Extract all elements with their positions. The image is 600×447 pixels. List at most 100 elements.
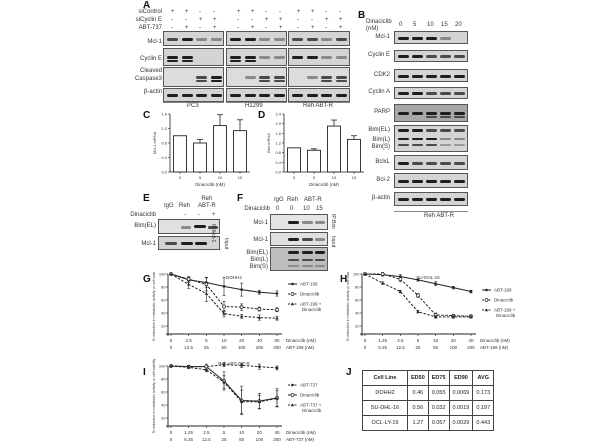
band bbox=[167, 38, 178, 41]
svg-text:15: 15 bbox=[238, 175, 243, 180]
svg-text:Dinaciclib: Dinaciclib bbox=[496, 313, 516, 318]
row-label-bim-el: Bim(EL) bbox=[134, 223, 156, 229]
panel-b-label: B bbox=[358, 10, 366, 21]
svg-text:2.5: 2.5 bbox=[203, 430, 210, 435]
svg-text:20: 20 bbox=[451, 338, 457, 343]
band bbox=[426, 144, 437, 146]
band bbox=[210, 38, 222, 41]
svg-text:ABT-737: ABT-737 bbox=[300, 383, 318, 388]
band bbox=[426, 116, 437, 118]
treatment-label: Dinaciclib bbox=[244, 206, 270, 212]
band bbox=[259, 76, 270, 79]
svg-text:2.5: 2.5 bbox=[397, 338, 404, 343]
svg-text:100: 100 bbox=[159, 272, 166, 277]
svg-text:Dinaciclib (nM): Dinaciclib (nM) bbox=[286, 338, 316, 343]
band bbox=[306, 38, 318, 41]
band bbox=[454, 75, 465, 78]
svg-text:10: 10 bbox=[433, 338, 439, 343]
band bbox=[273, 56, 285, 59]
condition-sign: + bbox=[297, 9, 301, 15]
svg-text:Mcl-1 mRNA: Mcl-1 mRNA bbox=[152, 131, 157, 154]
dose-label: 20 bbox=[455, 22, 462, 28]
band bbox=[440, 198, 451, 201]
blot-row bbox=[394, 50, 468, 62]
svg-text:10: 10 bbox=[239, 430, 245, 435]
treatment-value: - bbox=[184, 212, 186, 218]
condition-sign: - bbox=[213, 9, 215, 15]
condition-sign: + bbox=[279, 25, 283, 31]
condition-sign: - bbox=[237, 17, 239, 23]
header-ed90: ED90 bbox=[448, 370, 474, 386]
condition-sign: - bbox=[311, 17, 313, 23]
condition-sign: - bbox=[199, 9, 201, 15]
band bbox=[426, 75, 437, 78]
condition-sign: + bbox=[251, 9, 255, 15]
band bbox=[181, 94, 193, 97]
svg-text:40: 40 bbox=[274, 430, 280, 435]
svg-text:0: 0 bbox=[170, 430, 173, 435]
svg-text:100: 100 bbox=[238, 345, 246, 350]
band bbox=[244, 60, 256, 62]
cell-ed50: 1.27 bbox=[407, 415, 429, 431]
side-label-input: Input bbox=[223, 238, 229, 250]
svg-text:ABT-199 (nM): ABT-199 (nM) bbox=[480, 345, 509, 350]
cell-ed75: 0.055 bbox=[427, 385, 450, 401]
col-igg: IgG bbox=[274, 197, 284, 203]
svg-text:15: 15 bbox=[352, 175, 357, 180]
svg-text:0: 0 bbox=[170, 437, 173, 442]
cell-ed75: 0.057 bbox=[427, 415, 450, 431]
dose-label: 0 bbox=[399, 22, 403, 28]
band bbox=[196, 76, 207, 79]
panel-a-label: A bbox=[143, 0, 151, 11]
condition-sign: + bbox=[185, 9, 189, 15]
svg-text:0.8: 0.8 bbox=[161, 141, 167, 146]
treatment-value: 15 bbox=[316, 206, 323, 212]
blot-e-ip bbox=[158, 219, 220, 234]
group-label-reh-abtr: Reh ABT-R bbox=[303, 103, 334, 109]
row-label-cyclin-e: Cyclin E bbox=[139, 56, 162, 62]
svg-text:ABT-737 (nM): ABT-737 (nM) bbox=[286, 437, 315, 442]
row-label: Cyclin E bbox=[367, 52, 390, 58]
treatment-value: + bbox=[212, 212, 216, 218]
condition-sign: + bbox=[265, 17, 269, 23]
svg-text:25: 25 bbox=[415, 345, 421, 350]
band bbox=[230, 60, 241, 62]
svg-text:Dinaciclib (nM): Dinaciclib (nM) bbox=[195, 182, 225, 187]
band bbox=[321, 56, 332, 59]
cell-line: SU-DHL-16 bbox=[362, 400, 408, 416]
band bbox=[167, 56, 178, 59]
condition-sign: - bbox=[325, 9, 327, 15]
condition-sign: - bbox=[265, 25, 267, 31]
svg-text:50: 50 bbox=[433, 345, 439, 350]
treatment-label: Dinaciclib bbox=[130, 212, 156, 218]
condition-sign: + bbox=[171, 9, 175, 15]
blot-lane-group bbox=[226, 31, 287, 46]
svg-text:40: 40 bbox=[161, 403, 166, 408]
side-label-input: Input bbox=[330, 236, 336, 248]
band bbox=[454, 162, 465, 165]
row-label-mcl1: Mcl-1 bbox=[141, 241, 156, 247]
band bbox=[398, 37, 409, 40]
band bbox=[412, 129, 423, 132]
blot-f-input-mcl1 bbox=[270, 232, 328, 246]
condition-sign: + bbox=[213, 25, 217, 31]
band bbox=[321, 80, 332, 82]
band bbox=[426, 198, 437, 201]
svg-text:5: 5 bbox=[199, 175, 202, 180]
blot-lane-group bbox=[288, 88, 350, 102]
band bbox=[244, 38, 256, 41]
svg-text:% reduction in metabolic activ: % reduction in metabolic activity or cel… bbox=[346, 272, 350, 341]
condition-sign: + bbox=[185, 25, 189, 31]
svg-text:80: 80 bbox=[161, 285, 166, 290]
svg-text:1.25: 1.25 bbox=[184, 430, 193, 435]
condition-label: siCyclin E bbox=[135, 17, 162, 23]
band bbox=[398, 180, 409, 183]
chart-d: 0.0 0.4 0.8 1.2 1.6 2.0 2.4 0 5 10 15 Dinaciclib (n… bbox=[266, 112, 364, 187]
cell-line: OCL-LY-19 bbox=[362, 415, 408, 431]
condition-sign: + bbox=[251, 25, 255, 31]
band bbox=[273, 94, 285, 97]
band bbox=[398, 138, 409, 140]
band bbox=[335, 76, 347, 79]
svg-text:2.5: 2.5 bbox=[186, 338, 193, 343]
svg-text:6.25: 6.25 bbox=[378, 345, 387, 350]
